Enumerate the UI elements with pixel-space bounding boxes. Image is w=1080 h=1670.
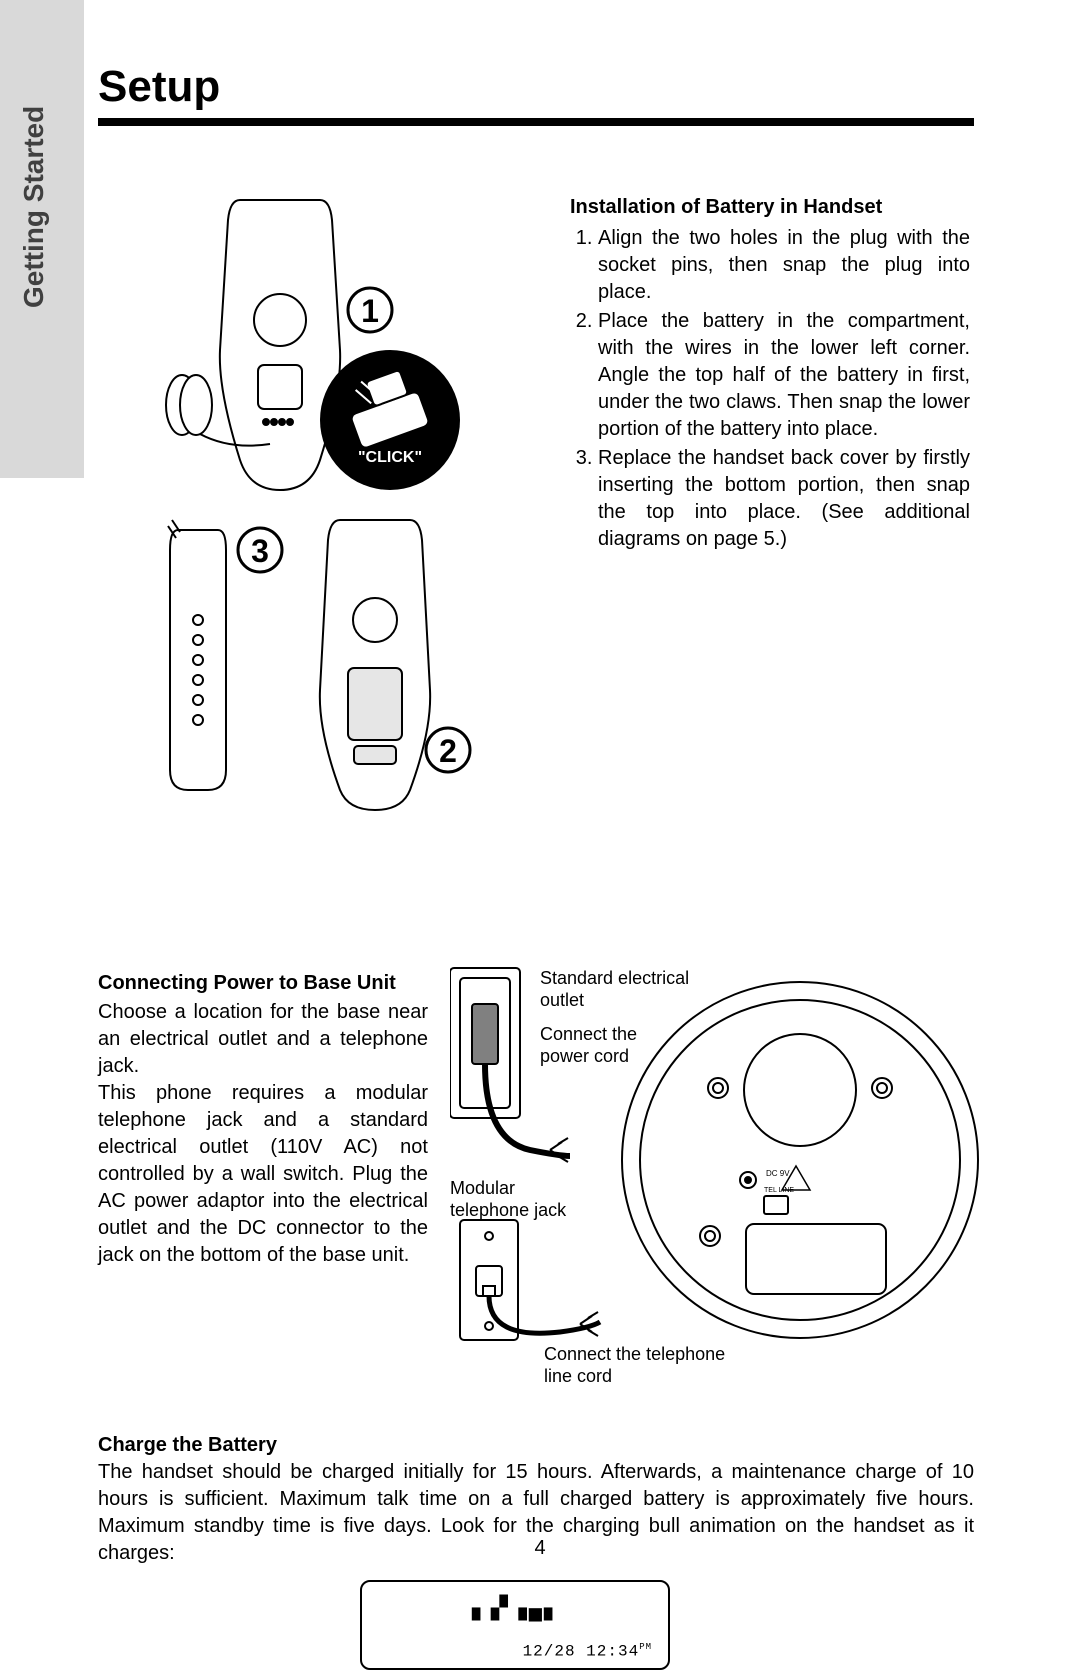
install-step-3: Replace the handset back cover by firstl… (598, 445, 970, 553)
power-body: Choose a location for the base near an e… (98, 999, 428, 1269)
page-title: Setup (98, 62, 220, 112)
label-tel-cord: Connect the telephone line cord (544, 1344, 744, 1387)
svg-text:DC 9V: DC 9V (766, 1169, 790, 1178)
power-heading: Connecting Power to Base Unit (98, 970, 428, 997)
label-mod-jack: Modular telephone jack (450, 1178, 590, 1221)
step-3-number: 3 (251, 533, 269, 569)
base-unit-diagram: DC 9V TEL LINE Standard electrical outle… (450, 960, 980, 1360)
title-rule (98, 118, 974, 126)
step-2-number: 2 (439, 733, 457, 769)
lcd-time: 12/28 12:34 (523, 1642, 640, 1660)
charging-bull-icon: ▖▞▗▄▖ (472, 1596, 563, 1622)
install-heading: Installation of Battery in Handset (570, 194, 970, 221)
charge-heading: Charge the Battery (98, 1432, 974, 1459)
click-label: "CLICK" (358, 449, 422, 466)
lcd-ampm: PM (639, 1642, 652, 1652)
lcd-charging-display: ▖▞▗▄▖ 12/28 12:34PM (360, 1580, 670, 1670)
connecting-power-text: Connecting Power to Base Unit Choose a l… (98, 970, 428, 1269)
handset-install-diagram: 1 "CLICK" 3 2 (140, 190, 500, 830)
step-1-number: 1 (361, 293, 379, 329)
label-outlet: Standard electrical outlet (540, 968, 710, 1011)
section-tab-label: Getting Started (14, 62, 54, 352)
label-power-cord: Connect the power cord (540, 1024, 690, 1067)
install-step-1: Align the two holes in the plug with the… (598, 225, 970, 306)
install-battery-text: Installation of Battery in Handset Align… (570, 194, 970, 555)
page-number: 4 (0, 1537, 1080, 1560)
install-step-2: Place the battery in the compartment, wi… (598, 308, 970, 443)
